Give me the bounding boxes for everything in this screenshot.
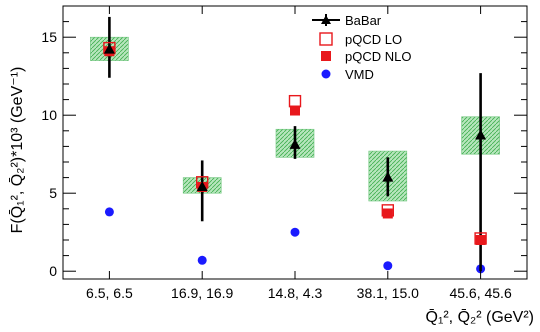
x-axis-label: Q̄₁², Q̄₂² (GeV²) [426, 309, 535, 326]
legend-pqcd-lo-marker [319, 32, 333, 46]
y-tick-label: 5 [49, 185, 57, 201]
babar-point [382, 171, 394, 182]
x-tick-label: 38.1, 15.0 [357, 285, 419, 301]
babar-point [196, 180, 208, 191]
legend-babar-marker [321, 15, 331, 24]
legend-pqcd-nlo-marker [321, 51, 331, 61]
pqcd-nlo-point [475, 235, 486, 245]
legend-label: VMD [345, 67, 374, 82]
babar-point [103, 43, 115, 54]
axes: 0 5 10 15 6.5, 6.5 16.9, 16.9 14.8, 4.3 38.1, 1… [41, 5, 528, 301]
babar-point [475, 129, 487, 140]
vmd-point [104, 207, 114, 217]
legend-label: pQCD LO [345, 32, 402, 47]
x-tick-label: 16.9, 16.9 [171, 285, 233, 301]
pqcd-nlo-point [290, 105, 300, 116]
x-tick-label: 14.8, 4.3 [268, 285, 323, 301]
plot-area [90, 16, 500, 274]
pqcd-lo-point [381, 204, 394, 217]
y-tick-label: 0 [49, 263, 57, 279]
vmd-point [197, 255, 207, 265]
pqcd-nlo-point [382, 208, 393, 219]
x-tick-label: 45.6, 45.6 [449, 285, 511, 301]
y-tick-label: 15 [41, 29, 57, 45]
y-tick-label: 10 [41, 107, 57, 123]
babar-point [289, 138, 301, 149]
legend-label: pQCD NLO [345, 49, 411, 64]
pqcd-lo-point [474, 232, 487, 245]
pqcd-lo-point [288, 94, 302, 108]
vmd-point [290, 227, 300, 237]
vmd-point [383, 261, 393, 271]
y-axis-label: F(Q̄₁², Q̄₂²)*10³ (GeV⁻¹) [9, 67, 26, 234]
legend-label: BaBar [345, 13, 382, 28]
x-tick-label: 6.5, 6.5 [86, 285, 133, 301]
legend-vmd-marker [321, 69, 331, 79]
legend: BaBar pQCD LO pQCD NLO VMD [312, 13, 411, 82]
